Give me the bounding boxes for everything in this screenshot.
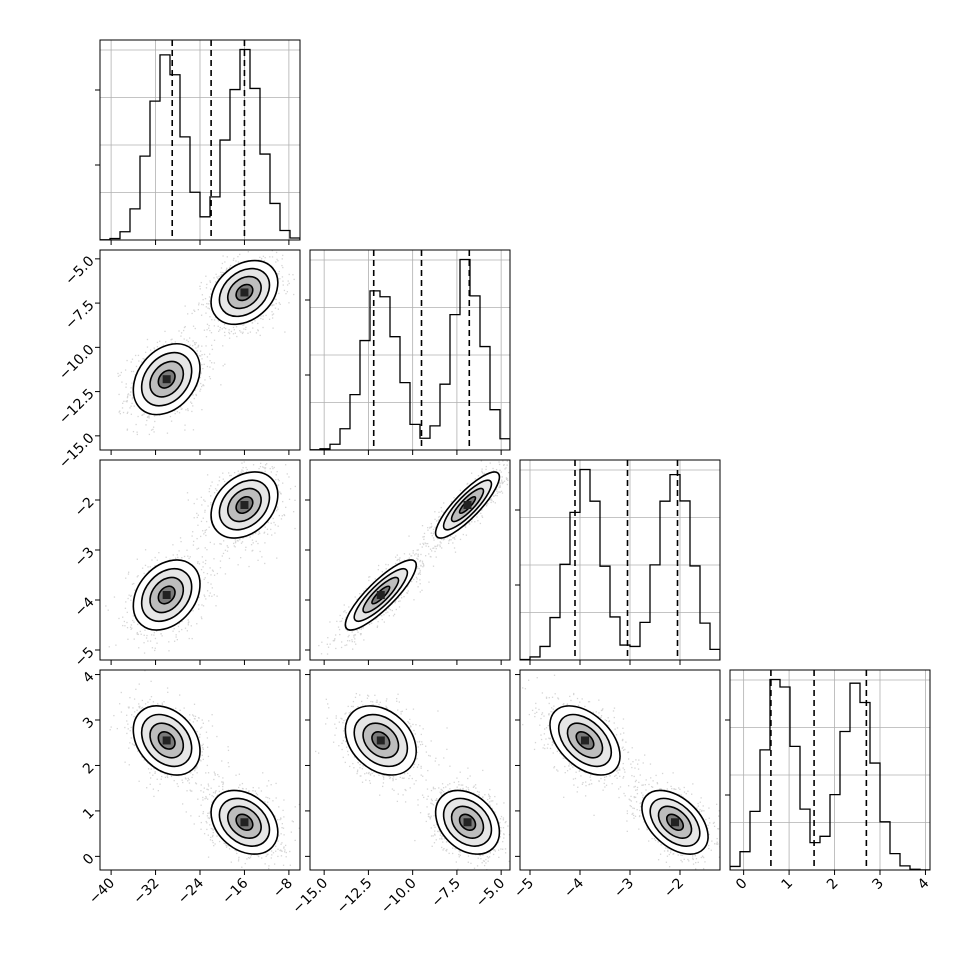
y-tick-label: 3 xyxy=(80,714,98,732)
density-peak xyxy=(376,591,385,599)
y-tick-label: −2 xyxy=(72,494,98,520)
histogram-panel-3: 0 1 2 3 4 xyxy=(725,669,933,893)
x-tick-label: −24 xyxy=(175,875,207,907)
scatter-points xyxy=(109,670,300,870)
x-tick-label: −10.0 xyxy=(378,875,420,917)
y-tick-label: −12.5 xyxy=(56,386,98,428)
y-tick-label: 2 xyxy=(80,760,98,778)
y-tick-label: −15.0 xyxy=(56,430,98,472)
y-tick-label: −3 xyxy=(72,544,98,570)
scatter-panel-2-0: −5 −4 −3 −2 xyxy=(72,459,301,670)
y-tick-label: −7.5 xyxy=(62,297,97,332)
x-tick-label: 4 xyxy=(915,875,933,893)
histogram-panel-1 xyxy=(305,249,511,455)
y-tick-label: 1 xyxy=(80,805,98,823)
scatter-panel-1-0: −15.0−12.5−10.0 −7.5 −5.0 xyxy=(56,249,301,472)
x-tick-label: 3 xyxy=(869,875,887,893)
y-tick-label: −5 xyxy=(72,644,98,670)
histogram-step-1 xyxy=(310,258,510,450)
density-peak xyxy=(376,736,385,745)
scatter-panel-3-1: −15.0 −12.5 −10.0 −7.5 −5.0 xyxy=(290,669,511,917)
density-peak xyxy=(240,818,249,827)
scatter-panel-2-1 xyxy=(305,459,511,665)
x-tick-label: −3 xyxy=(611,875,637,901)
panel-frame xyxy=(519,669,721,871)
scatter-panel-3-2: −5 −4 −3 −2 xyxy=(511,669,721,901)
histogram-step-2 xyxy=(520,468,720,660)
x-tick-label: −5 xyxy=(511,875,537,901)
x-tick-label: −40 xyxy=(86,875,118,907)
y-tick-label: 0 xyxy=(80,851,98,869)
density-peak xyxy=(240,501,249,509)
x-tick-label: −12.5 xyxy=(334,875,376,917)
scatter-points xyxy=(522,674,720,870)
density-peak xyxy=(162,736,171,745)
scatter-panel-3-0: −40 −32 −24 −16 −8 0 1 2 3 4 xyxy=(80,669,301,907)
histogram-panel-2 xyxy=(515,459,721,665)
x-tick-label: −16 xyxy=(219,875,251,907)
grid xyxy=(310,250,510,450)
x-tick-label: 2 xyxy=(824,875,842,893)
histogram-panel-0 xyxy=(95,39,301,245)
density-peak xyxy=(671,818,679,827)
panel-frame xyxy=(309,459,511,661)
x-tick-label: −2 xyxy=(661,875,687,901)
density-peak xyxy=(581,736,589,745)
x-tick-label: 1 xyxy=(779,875,797,893)
panel-frame xyxy=(729,669,931,871)
x-tick-label: −15.0 xyxy=(290,875,332,917)
grid xyxy=(100,40,300,240)
y-tick-label: −5.0 xyxy=(62,253,97,288)
x-tick-label: −4 xyxy=(561,875,587,901)
x-tick-label: −7.5 xyxy=(429,875,464,910)
density-peak xyxy=(463,501,472,509)
y-tick-label: −4 xyxy=(72,594,98,620)
density-peak xyxy=(463,818,472,827)
density-peak xyxy=(240,288,249,297)
panel-frame xyxy=(519,459,721,661)
histogram-step-3 xyxy=(730,678,930,870)
x-tick-label: 0 xyxy=(733,875,751,893)
x-tick-label: −32 xyxy=(130,875,162,907)
y-tick-label: 4 xyxy=(80,669,98,687)
histogram-step-0 xyxy=(100,48,300,240)
panel-frame xyxy=(309,669,511,871)
y-tick-label: −10.0 xyxy=(56,342,98,384)
density-peak xyxy=(162,591,171,599)
density-peak xyxy=(162,375,171,384)
panel-frame xyxy=(309,249,511,451)
x-tick-label: −8 xyxy=(270,875,296,901)
x-tick-label: −5.0 xyxy=(473,875,508,910)
